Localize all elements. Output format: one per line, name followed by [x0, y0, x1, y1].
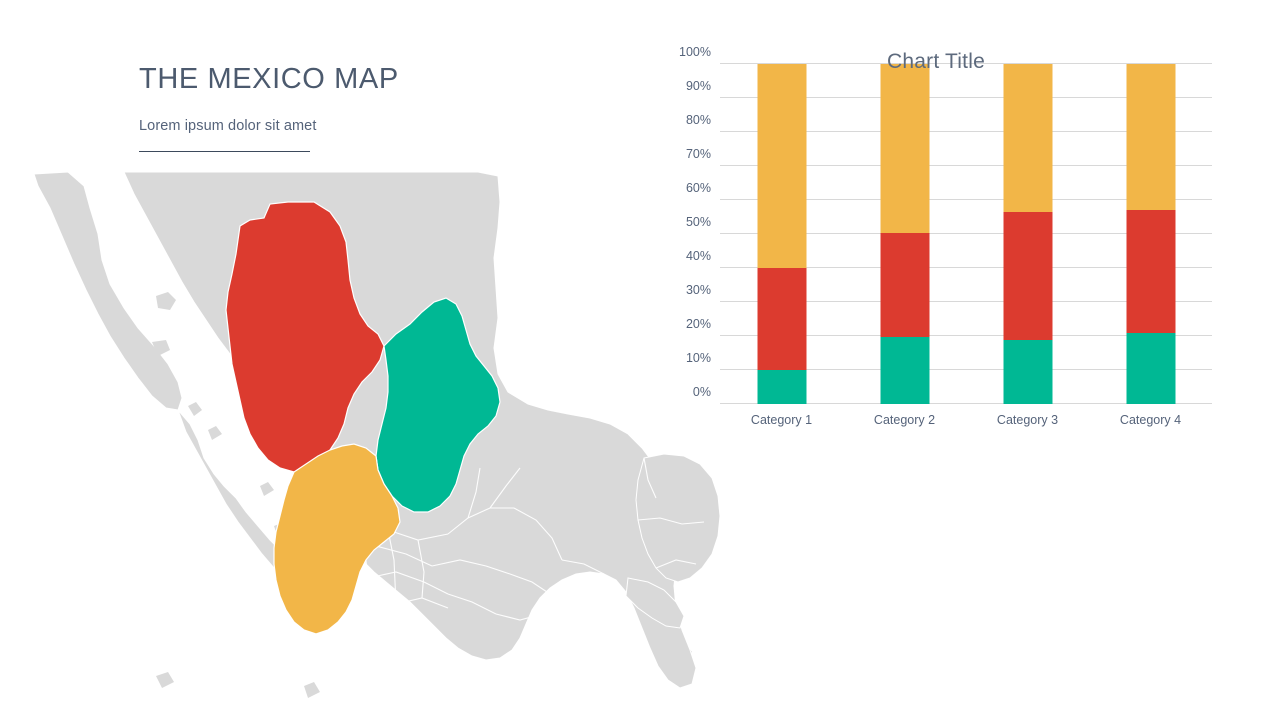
- chart-bar-segment[interactable]: [757, 370, 806, 404]
- state-yucatan-peninsula: [635, 453, 721, 583]
- map-island-5: [188, 402, 202, 416]
- chart-plot-area: 0% 10% 20% 30% 40% 50% 60% 70% 80% 90% 100% Catego…: [679, 45, 1212, 427]
- chart-bar[interactable]: [1003, 64, 1052, 404]
- y-axis-tick-label: 10%: [685, 350, 711, 365]
- map-island-7: [260, 482, 274, 496]
- gridline: 50%: [686, 215, 1212, 234]
- y-axis-tick-label: 100%: [679, 44, 711, 59]
- chart-bar-segment[interactable]: [880, 64, 929, 234]
- chart-bar[interactable]: [757, 64, 806, 404]
- map-island-11: [304, 682, 320, 698]
- page-subtitle: Lorem ipsum dolor sit amet: [139, 118, 317, 135]
- chart-bar-segment[interactable]: [1126, 209, 1175, 333]
- y-axis-tick-label: 20%: [685, 316, 711, 331]
- y-axis-tick-label: 50%: [685, 214, 711, 229]
- gridline: 20%: [686, 317, 1212, 336]
- state-baja-california: [33, 171, 183, 411]
- gridline: 100%: [679, 45, 1212, 64]
- y-axis-tick-label: 70%: [685, 146, 711, 161]
- chart-bars: Category 1 Category 2 Category 3 Category 4: [720, 64, 1212, 427]
- state-chiapas-tail: [625, 577, 685, 629]
- map-state-chihuahua[interactable]: [225, 201, 385, 473]
- map-island-10: [156, 672, 174, 688]
- mexico-map[interactable]: [28, 168, 728, 708]
- chart-category-slot: Category 2: [843, 64, 966, 427]
- gridline: 30%: [686, 283, 1212, 302]
- chart-bar-segment[interactable]: [1126, 332, 1175, 404]
- map-state-durango[interactable]: [273, 443, 401, 635]
- chart-category-slot: Category 3: [966, 64, 1089, 427]
- map-island-4: [152, 340, 170, 356]
- gridline: 80%: [686, 113, 1212, 132]
- gridline: 10%: [686, 351, 1212, 370]
- gridline: 0%: [693, 385, 1212, 404]
- x-axis-category-label: Category 2: [873, 413, 936, 427]
- chart-bar-segment[interactable]: [1003, 212, 1052, 341]
- chart-bar-segment[interactable]: [1126, 64, 1175, 210]
- y-axis-tick-label: 60%: [685, 180, 711, 195]
- title-underline-rule: [139, 151, 310, 153]
- x-axis-category-label: Category 3: [996, 413, 1059, 427]
- map-island-1: [94, 288, 112, 306]
- y-axis-tick-label: 0%: [692, 384, 711, 399]
- gridline: 90%: [686, 79, 1212, 98]
- map-island-3: [122, 328, 142, 346]
- chart-bar-segment[interactable]: [1003, 340, 1052, 404]
- gridline: 40%: [686, 249, 1212, 268]
- y-axis-tick-label: 80%: [685, 112, 711, 127]
- x-axis-category-label: Category 4: [1119, 413, 1182, 427]
- chart-category-slot: Category 1: [720, 64, 843, 427]
- y-axis-tick-label: 30%: [685, 282, 711, 297]
- chart-bar-segment[interactable]: [757, 64, 806, 268]
- chart-bar-segment[interactable]: [757, 268, 806, 370]
- map-state-coahuila[interactable]: [375, 297, 501, 513]
- y-axis-tick-label: 90%: [685, 78, 711, 93]
- chart-bar-segment[interactable]: [880, 336, 929, 404]
- gridline: 60%: [686, 181, 1212, 200]
- map-island-2: [156, 292, 176, 310]
- map-base-landmass: [33, 171, 721, 698]
- chart-bar[interactable]: [880, 64, 929, 404]
- y-axis-tick-label: 40%: [685, 248, 711, 263]
- x-axis-category-label: Category 1: [750, 413, 813, 427]
- chart-category-slot: Category 4: [1089, 64, 1212, 427]
- page-title: THE MEXICO MAP: [139, 63, 399, 95]
- chart-bar-segment[interactable]: [880, 233, 929, 337]
- heading-block: THE MEXICO MAP Lorem ipsum dolor sit ame…: [139, 63, 559, 153]
- chart-bar[interactable]: [1126, 64, 1175, 404]
- chart-bar-segment[interactable]: [1003, 64, 1052, 213]
- map-island-6: [208, 426, 222, 440]
- stacked-bar-chart[interactable]: Chart Title 0% 10% 20% 30% 40% 50% 60% 70% 80% 90…: [660, 45, 1260, 440]
- gridline: 70%: [686, 147, 1212, 166]
